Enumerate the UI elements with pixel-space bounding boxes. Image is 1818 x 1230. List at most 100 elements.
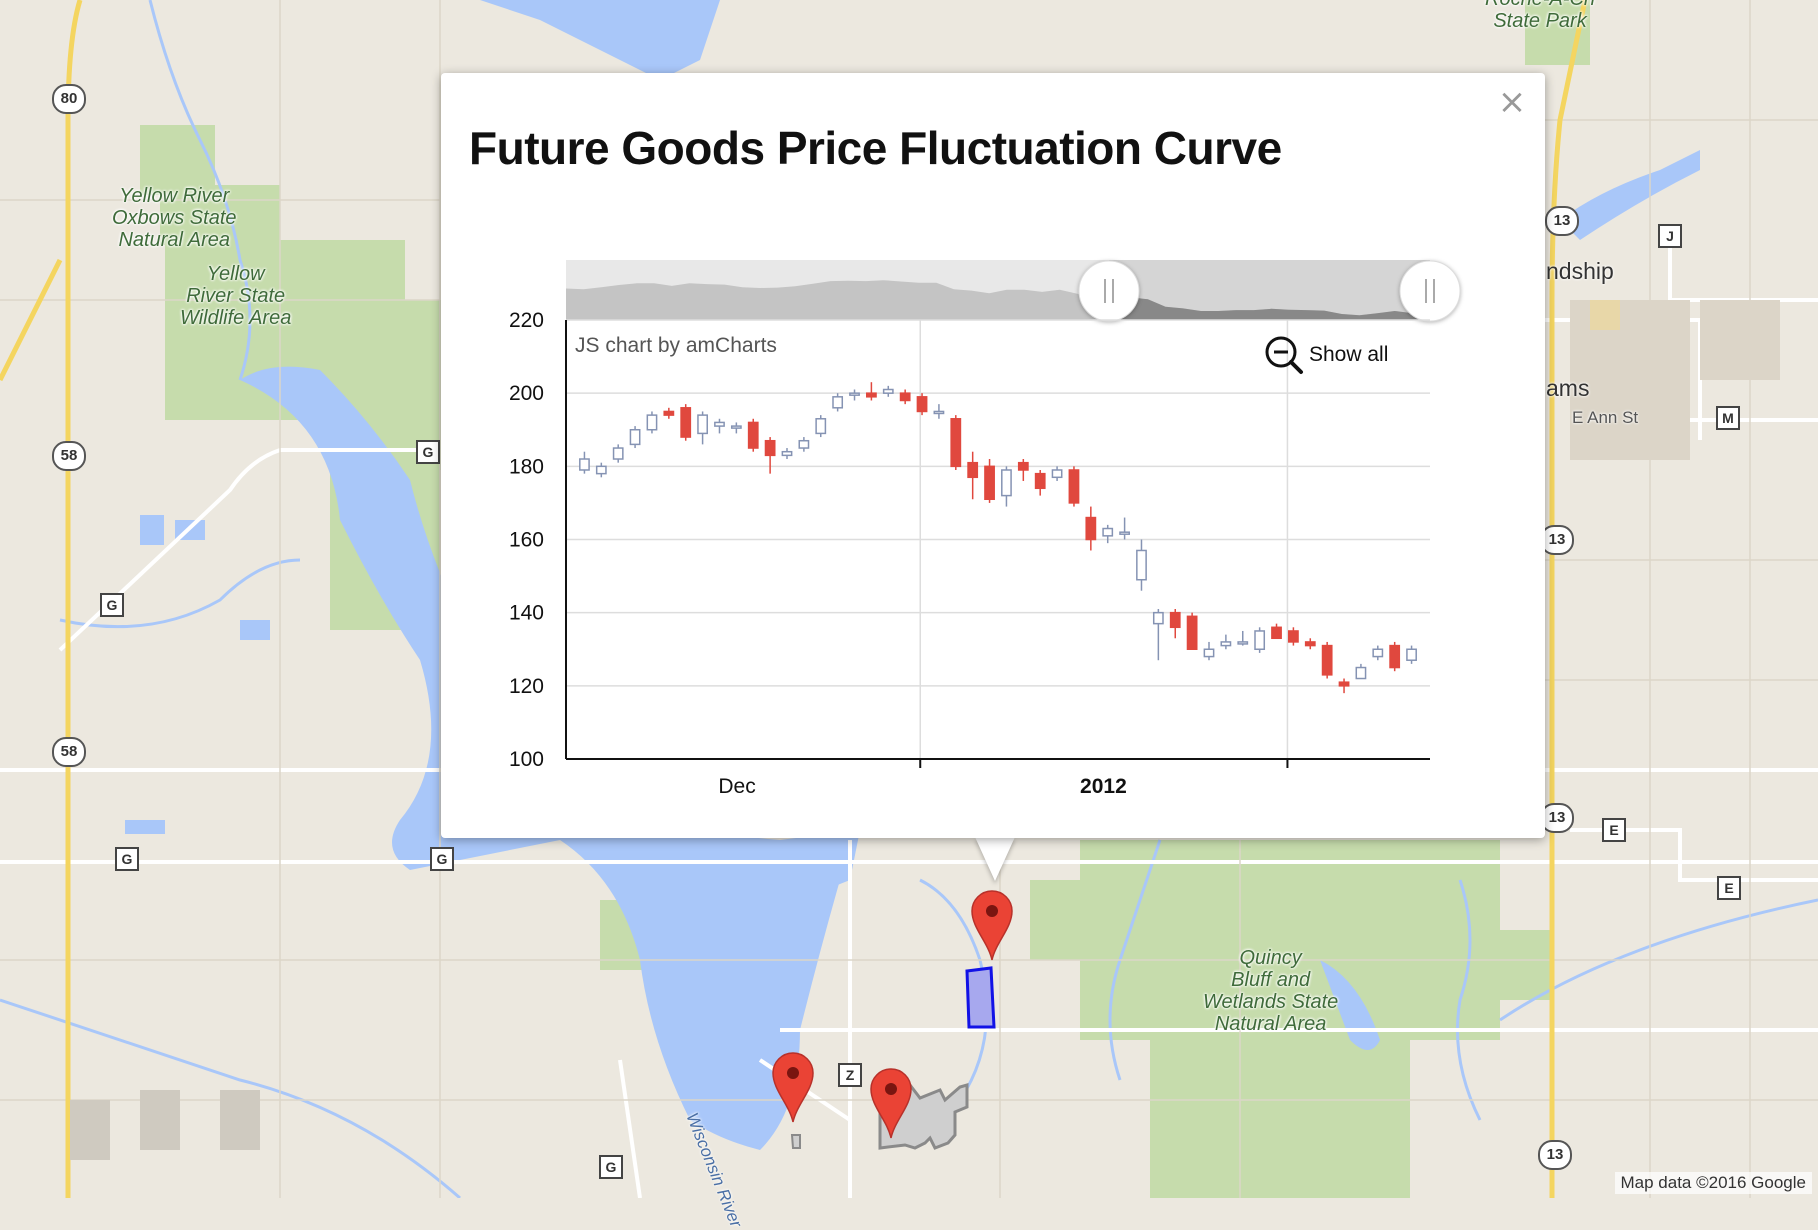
- candlestick[interactable]: [1136, 539, 1147, 591]
- candlestick[interactable]: [950, 415, 962, 470]
- scrollbar-right-grip-icon[interactable]: [1399, 260, 1461, 322]
- candlestick[interactable]: [697, 411, 708, 445]
- candle-body: [815, 418, 827, 435]
- candlestick[interactable]: [1389, 641, 1401, 672]
- candlestick[interactable]: [680, 404, 692, 441]
- candlestick[interactable]: [967, 451, 979, 500]
- map-marker-pin[interactable]: [771, 1052, 815, 1124]
- candle-body: [1288, 630, 1299, 643]
- candlestick[interactable]: [1186, 612, 1198, 651]
- candlestick[interactable]: [916, 393, 928, 416]
- area-label-line: Quincy: [1239, 947, 1302, 969]
- candlestick[interactable]: [1304, 638, 1316, 650]
- scrollbar-preview-area-selected: [1109, 296, 1430, 320]
- candle-body: [849, 392, 860, 396]
- candlestick[interactable]: [899, 389, 911, 405]
- candlestick[interactable]: [984, 459, 995, 503]
- candlestick[interactable]: [579, 451, 590, 474]
- candlestick[interactable]: [1254, 627, 1266, 653]
- candle-body: [1406, 648, 1417, 661]
- small-gray-polygon[interactable]: [790, 1134, 801, 1149]
- candlestick[interactable]: [781, 448, 793, 460]
- area-label-quincy-bluff: Quincy Bluff and Wetlands State Natural …: [1203, 947, 1338, 1035]
- candlestick[interactable]: [1017, 459, 1029, 481]
- zoom-out-icon[interactable]: [1265, 336, 1303, 374]
- candle-body: [1102, 527, 1114, 537]
- candlestick[interactable]: [1220, 634, 1232, 650]
- candlestick[interactable]: [629, 426, 641, 449]
- candlestick[interactable]: [1152, 609, 1164, 661]
- map-marker-pin[interactable]: [970, 890, 1014, 962]
- candlestick[interactable]: [1119, 517, 1130, 540]
- candlestick[interactable]: [866, 382, 877, 401]
- candle-body: [882, 388, 894, 394]
- chart-credit[interactable]: JS chart by amCharts: [575, 334, 777, 357]
- candle-body: [798, 439, 810, 449]
- candlestick[interactable]: [1355, 663, 1367, 680]
- candlestick[interactable]: [747, 418, 759, 452]
- candle-body: [1237, 641, 1249, 645]
- close-icon[interactable]: ×: [1497, 82, 1527, 122]
- candlestick[interactable]: [1321, 641, 1333, 679]
- candle-body: [832, 396, 844, 409]
- area-label-yellow-river-oxbows: Yellow River Oxbows State Natural Area: [112, 185, 237, 251]
- candlestick[interactable]: [1068, 466, 1080, 507]
- candle-body: [629, 429, 641, 446]
- route-shield-z: Z: [838, 1063, 862, 1087]
- candlestick[interactable]: [1372, 645, 1384, 661]
- candlestick[interactable]: [1203, 641, 1215, 661]
- candlestick[interactable]: [849, 389, 860, 401]
- y-tick-label: 100: [509, 748, 544, 771]
- show-all-label[interactable]: Show all: [1309, 343, 1388, 366]
- candlestick[interactable]: [1034, 469, 1046, 496]
- candlestick[interactable]: [815, 415, 827, 438]
- candlestick[interactable]: [1001, 466, 1012, 507]
- minor-roads: [0, 0, 1818, 1198]
- candle-body: [697, 414, 708, 435]
- candlestick-series[interactable]: [579, 382, 1417, 694]
- candlestick[interactable]: [1406, 645, 1417, 664]
- candlestick[interactable]: [832, 393, 844, 412]
- candle-body: [663, 410, 675, 416]
- candle-body: [1068, 469, 1080, 504]
- candlestick[interactable]: [882, 385, 894, 397]
- highlighted-parcel-polygon[interactable]: [965, 966, 996, 1029]
- candle-body: [1321, 644, 1333, 676]
- candle-body: [680, 407, 692, 438]
- candlestick[interactable]: [798, 437, 810, 452]
- route-shield-13: 13: [1545, 206, 1579, 236]
- candle-body: [1389, 644, 1401, 669]
- scrollbar-preview-area: [566, 280, 1430, 320]
- area-label-line: River State: [186, 285, 286, 307]
- scrollbar-left-grip-icon[interactable]: [1078, 260, 1140, 322]
- candlestick[interactable]: [933, 404, 945, 419]
- map-marker-pin[interactable]: [869, 1068, 913, 1140]
- candlestick[interactable]: [730, 422, 742, 434]
- candlestick[interactable]: [764, 437, 776, 474]
- show-all-button[interactable]: Show all: [1265, 336, 1388, 374]
- candlestick[interactable]: [612, 444, 624, 463]
- candlestick[interactable]: [1102, 524, 1114, 544]
- candlestick[interactable]: [1051, 466, 1063, 481]
- chart-scrollbar[interactable]: [566, 260, 1461, 322]
- candle-body: [1304, 641, 1316, 647]
- route-shield-13: 13: [1540, 803, 1574, 833]
- candlestick[interactable]: [1288, 627, 1299, 646]
- y-tick-label: 120: [509, 675, 544, 698]
- candle-body: [899, 392, 911, 402]
- x-axis-tick-labels: Dec 2012: [718, 775, 1126, 798]
- candle-body: [1372, 648, 1384, 658]
- candlestick[interactable]: [1338, 678, 1350, 694]
- candlestick[interactable]: [663, 407, 675, 419]
- candlestick[interactable]: [714, 418, 725, 434]
- candlestick[interactable]: [1271, 623, 1282, 640]
- candlestick[interactable]: [646, 411, 658, 434]
- town-label-adams: ams: [1546, 375, 1590, 401]
- candlestick-chart[interactable]: 220 200 180 160 140 120 100 Dec 2012 JS chart b…: [441, 73, 1545, 838]
- candlestick[interactable]: [1085, 506, 1097, 551]
- candlestick[interactable]: [1169, 609, 1181, 639]
- area-label-line: Wetlands State: [1203, 991, 1339, 1013]
- y-tick-label: 180: [509, 455, 544, 478]
- candlestick[interactable]: [1237, 630, 1249, 646]
- candlestick[interactable]: [595, 462, 607, 478]
